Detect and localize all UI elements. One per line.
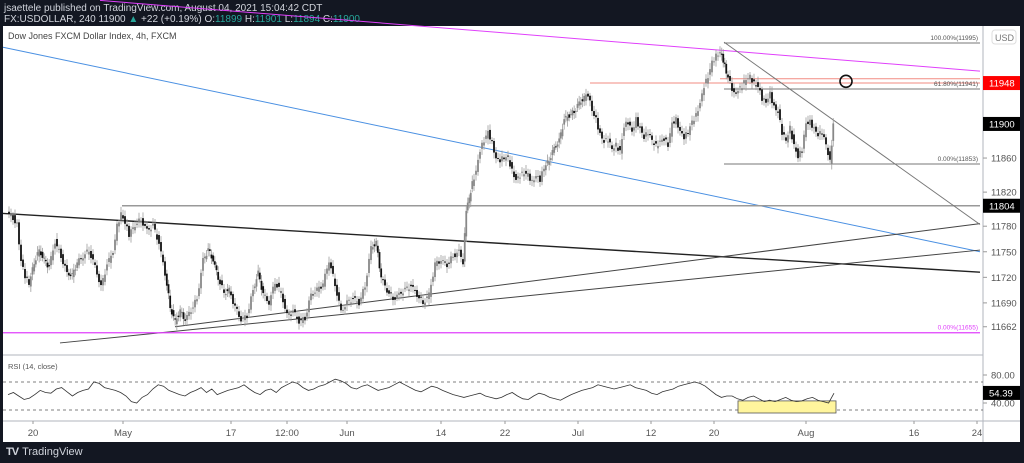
footer: TV TradingView <box>6 446 83 458</box>
price-tick: 11860 <box>991 154 1017 165</box>
blue-trendline[interactable] <box>2 46 981 253</box>
low-value: 11894 <box>293 14 321 25</box>
time-tick: Jul <box>572 428 584 439</box>
currency-label: USD <box>995 33 1015 43</box>
last-price: 11900 <box>98 14 126 25</box>
time-tick: 16 <box>909 428 920 439</box>
price-label-11900 <box>983 116 1020 131</box>
rsi-tick: 40.00 <box>991 399 1015 410</box>
candles-layer <box>8 46 835 331</box>
chart-frame <box>3 26 1020 442</box>
high-value: 11901 <box>254 14 282 25</box>
time-tick: 12:00 <box>275 428 299 439</box>
price-tick: 11750 <box>991 247 1017 258</box>
fib-label: 61.80%(11941) <box>934 81 978 88</box>
high-label: H: <box>244 14 255 25</box>
time-tick: Jun <box>339 428 354 439</box>
rsi-line <box>7 378 835 404</box>
rsi-tick: 80.00 <box>991 371 1015 382</box>
tradingview-logo-icon: TV <box>6 446 19 458</box>
drawings-layer <box>2 0 981 344</box>
rsi-highlight-box[interactable] <box>737 400 837 414</box>
symbol-info-bar: FX:USDOLLAR, 240 11900 ▲ +22 (+0.19%) O:… <box>4 14 360 25</box>
price-tick: 11820 <box>991 188 1017 199</box>
rsi-last-label <box>983 385 1020 400</box>
rsi-label: RSI (14, close) <box>8 362 58 371</box>
time-tick: 20 <box>28 428 39 439</box>
diagonal-downtrend[interactable] <box>723 41 981 225</box>
price-label-text: 11948 <box>989 79 1015 90</box>
currency-badge[interactable] <box>991 29 1017 45</box>
price-tick: 11780 <box>991 222 1017 233</box>
price-tick: 11720 <box>991 273 1017 284</box>
low-label: L: <box>284 14 294 25</box>
magenta-trendline[interactable] <box>99 0 981 72</box>
price-label-text: 11900 <box>989 119 1015 130</box>
price-change: +22 (+0.19%) <box>141 14 202 25</box>
price-label-text: 11804 <box>989 201 1015 212</box>
close-value: 11900 <box>332 14 360 25</box>
open-label: O: <box>204 14 215 25</box>
time-tick: 17 <box>226 428 237 439</box>
time-tick: 22 <box>500 428 511 439</box>
fib-label: 0.00%(11655) <box>938 325 978 332</box>
circle-marker[interactable] <box>839 74 853 89</box>
time-tick: 12 <box>646 428 657 439</box>
brand-name: TradingView <box>22 446 83 458</box>
time-tick: 20 <box>709 428 720 439</box>
price-label-11948 <box>983 76 1020 91</box>
close-label: C: <box>322 14 333 25</box>
axis-lines <box>3 26 1020 442</box>
publish-info: jsaettele published on TradingView.com, … <box>4 3 323 14</box>
rsi-last-text: 54.39 <box>989 388 1013 399</box>
black-downtrend[interactable] <box>2 212 981 273</box>
time-tick: 24 <box>972 428 983 439</box>
up-arrow-icon: ▲ <box>128 14 139 25</box>
price-tick: 11690 <box>991 298 1017 309</box>
time-tick: Aug <box>798 428 815 439</box>
symbol[interactable]: FX:USDOLLAR, 240 <box>4 14 96 25</box>
axes-layer: Dow Jones FXCM Dollar Index, 4h, FXCM 118… <box>8 29 1020 439</box>
price-tick: 11662 <box>991 322 1017 333</box>
time-tick: May <box>114 428 132 439</box>
fib-label: 100.00%(11995) <box>930 35 978 42</box>
open-value: 11899 <box>215 14 243 25</box>
chart-title: Dow Jones FXCM Dollar Index, 4h, FXCM <box>8 31 177 41</box>
lower-uptrend[interactable] <box>59 249 981 344</box>
fibonacci-layer: 100.00%(11995) 61.80%(11941) 0.00%(11853) 0… <box>3 35 980 334</box>
time-tick: 14 <box>436 428 447 439</box>
price-label-11804 <box>983 198 1020 213</box>
fib-label: 0.00%(11853) <box>938 156 978 163</box>
